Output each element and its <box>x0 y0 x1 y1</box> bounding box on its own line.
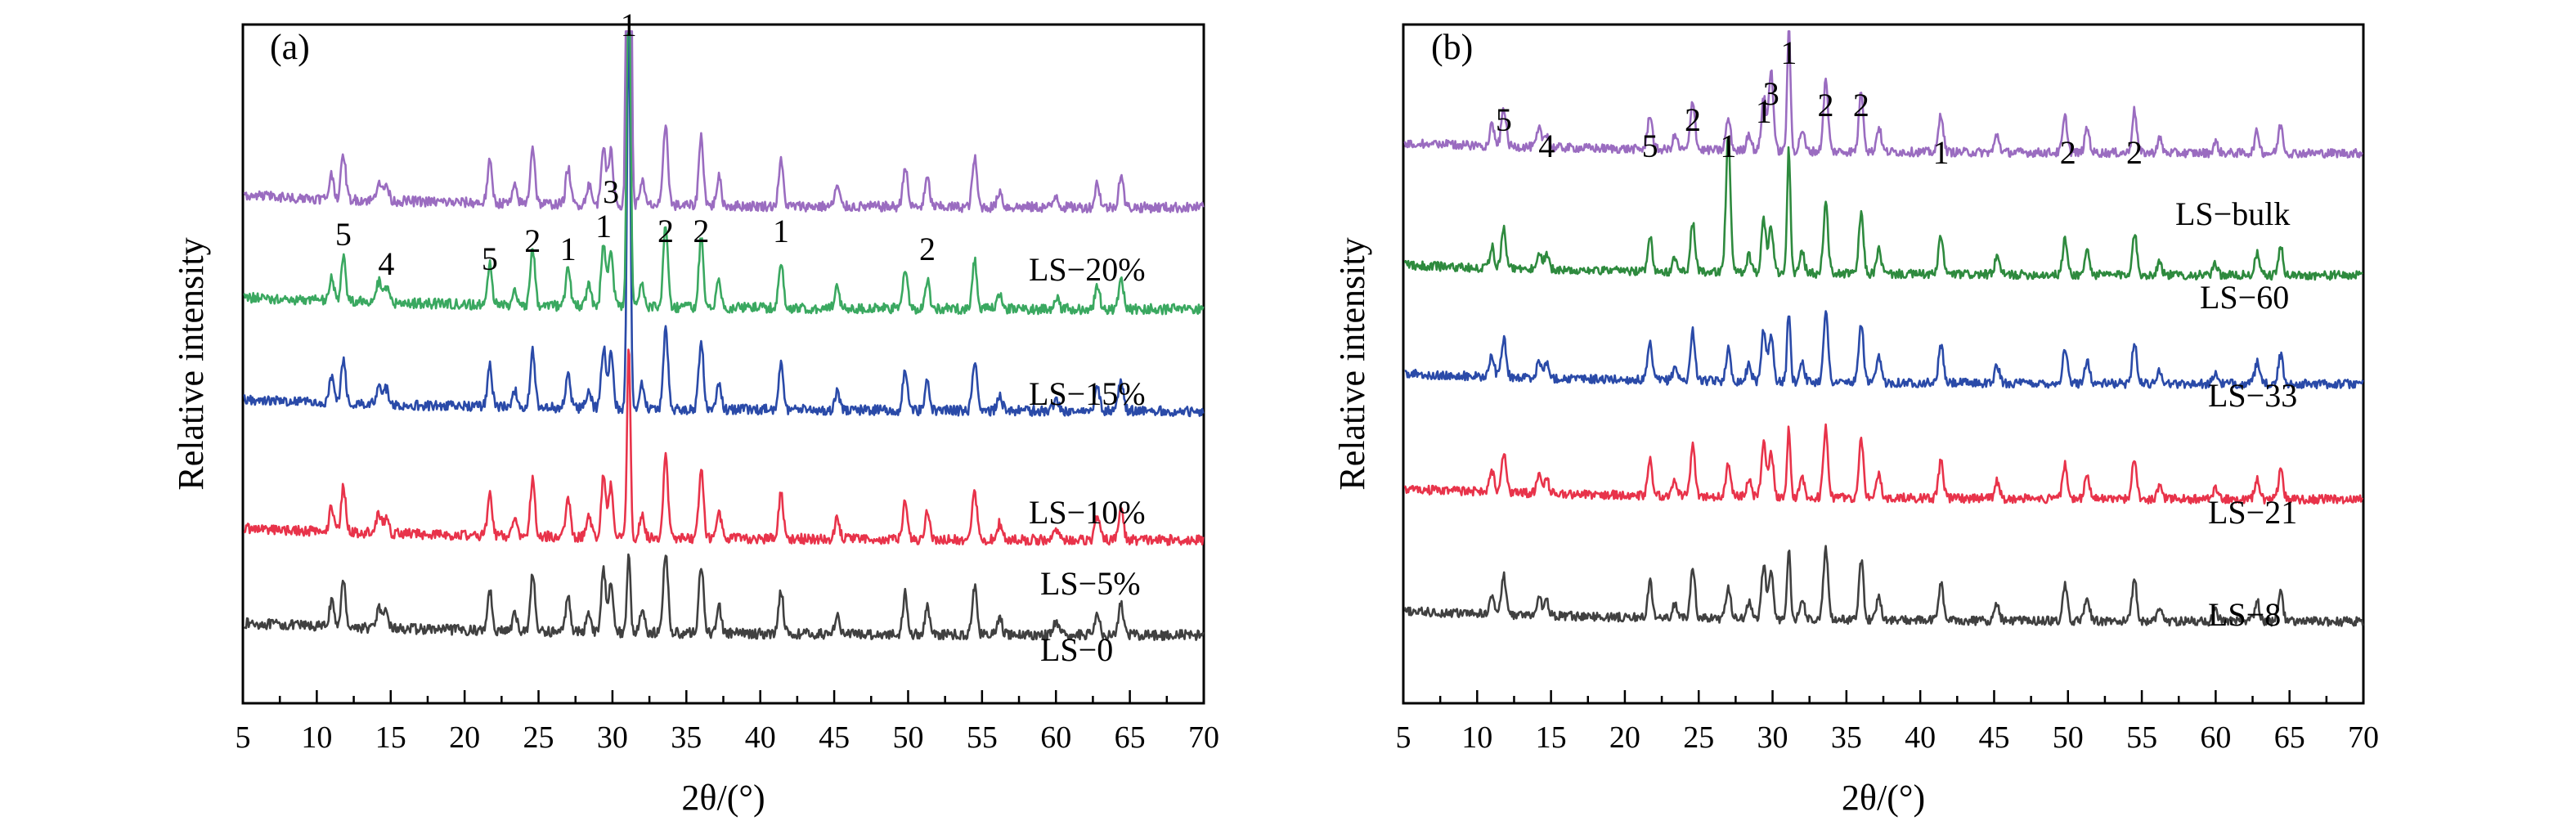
x-tick-label: 45 <box>819 720 850 755</box>
series-label: LS−10% <box>1029 494 1146 531</box>
peak-label: 1 <box>1932 134 1949 171</box>
x-tick-label: 35 <box>1831 720 1862 755</box>
x-tick-label: 60 <box>1040 720 1071 755</box>
series-label: LS−21 <box>2208 494 2297 531</box>
x-tick-label: 50 <box>892 720 923 755</box>
x-tick-label: 5 <box>1396 720 1411 755</box>
series-label: LS−5% <box>1040 565 1141 602</box>
x-tick-label: 10 <box>1461 720 1492 755</box>
x-tick-label: 5 <box>236 720 251 755</box>
x-tick-label: 70 <box>2348 720 2379 755</box>
x-tick-label: 65 <box>1115 720 1146 755</box>
traces-a <box>243 29 1205 642</box>
panel-b: (b) 2θ/(°) Relative intensity 5 10 15 20 25 3… <box>1332 23 2379 818</box>
peak-label: 2 <box>1685 101 1701 138</box>
series-labels-a: LS−0 LS−5% LS−10% LS−15% LS−20% <box>1029 251 1146 668</box>
x-tick-label: 10 <box>301 720 332 755</box>
x-tick-label: 35 <box>671 720 702 755</box>
series-line <box>1403 137 2363 281</box>
panel-a: (a) 2θ/(°) Relative intensity 5 10 15 20 25 3… <box>171 7 1219 818</box>
traces-b <box>1403 29 2364 627</box>
x-tick-label: 45 <box>1978 720 2009 755</box>
peak-label: 2 <box>657 213 674 249</box>
peak-label: 1 <box>1756 93 1772 130</box>
peak-label: 2 <box>524 222 541 259</box>
peak-label: 2 <box>1853 87 1869 123</box>
series-label: LS−0 <box>1040 631 1113 668</box>
x-tick-label: 50 <box>2053 720 2084 755</box>
peak-label: 1 <box>1780 34 1797 71</box>
series-label: LS−bulk <box>2175 195 2290 232</box>
peak-label: 4 <box>378 245 394 282</box>
x-tick-label: 20 <box>449 720 480 755</box>
series-label: LS−33 <box>2208 377 2297 414</box>
x-tick-label: 70 <box>1188 720 1219 755</box>
x-axis-title-a: 2θ/(°) <box>681 778 765 818</box>
series-labels-b: LS−8 LS−21 LS−33 LS−60 LS−bulk <box>2175 195 2297 633</box>
x-ticks-b: 5 10 15 20 25 30 35 40 45 50 55 60 65 70 <box>1396 690 2379 755</box>
y-axis-title-a: Relative intensity <box>171 237 211 490</box>
series-line <box>1404 310 2364 390</box>
x-tick-label: 25 <box>523 720 554 755</box>
peak-label: 4 <box>1538 128 1555 164</box>
peak-label: 5 <box>1642 128 1658 164</box>
series-label: LS−20% <box>1029 251 1146 288</box>
x-tick-label: 40 <box>745 720 776 755</box>
peak-label: 2 <box>919 231 936 267</box>
peak-label: 2 <box>2126 134 2143 171</box>
series-line <box>244 553 1205 642</box>
peak-label: 5 <box>335 216 352 253</box>
panel-label-b: (b) <box>1431 27 1473 67</box>
series-line <box>243 29 1205 316</box>
series-line <box>1403 29 2363 159</box>
series-label: LS−15% <box>1029 375 1146 412</box>
x-tick-label: 20 <box>1609 720 1640 755</box>
peak-label: 2 <box>2060 134 2076 171</box>
peak-label: 3 <box>603 173 619 210</box>
x-tick-label: 55 <box>2126 720 2157 755</box>
peak-label: 1 <box>773 213 789 249</box>
x-ticks-a: 5 10 15 20 25 30 35 40 45 50 55 60 65 70 <box>236 690 1219 755</box>
series-label: LS−8 <box>2208 596 2281 633</box>
peak-label: 2 <box>1818 87 1834 123</box>
series-line <box>243 29 1205 418</box>
peak-label: 1 <box>621 7 637 43</box>
peak-label: 5 <box>482 240 498 277</box>
x-tick-label: 30 <box>1757 720 1788 755</box>
y-axis-title-b: Relative intensity <box>1332 237 1372 490</box>
series-line <box>1403 545 2364 627</box>
panel-label-a: (a) <box>270 27 310 67</box>
x-tick-label: 15 <box>1536 720 1567 755</box>
x-tick-label: 25 <box>1683 720 1714 755</box>
x-axis-title-b: 2θ/(°) <box>1842 778 1925 818</box>
peak-label: 1 <box>560 231 577 267</box>
peak-label: 1 <box>1720 128 1736 164</box>
series-line <box>243 348 1205 546</box>
x-tick-label: 15 <box>375 720 406 755</box>
x-tick-label: 55 <box>967 720 998 755</box>
x-tick-label: 40 <box>1905 720 1936 755</box>
x-tick-label: 65 <box>2274 720 2305 755</box>
series-label: LS−60 <box>2200 279 2289 316</box>
peak-label: 3 <box>1763 75 1779 112</box>
peak-label: 5 <box>1496 101 1512 138</box>
x-tick-label: 60 <box>2200 720 2231 755</box>
peak-label: 2 <box>693 213 709 249</box>
series-line <box>1403 423 2364 505</box>
peak-label: 1 <box>595 208 612 245</box>
x-tick-label: 30 <box>597 720 628 755</box>
series-line <box>243 29 1205 214</box>
